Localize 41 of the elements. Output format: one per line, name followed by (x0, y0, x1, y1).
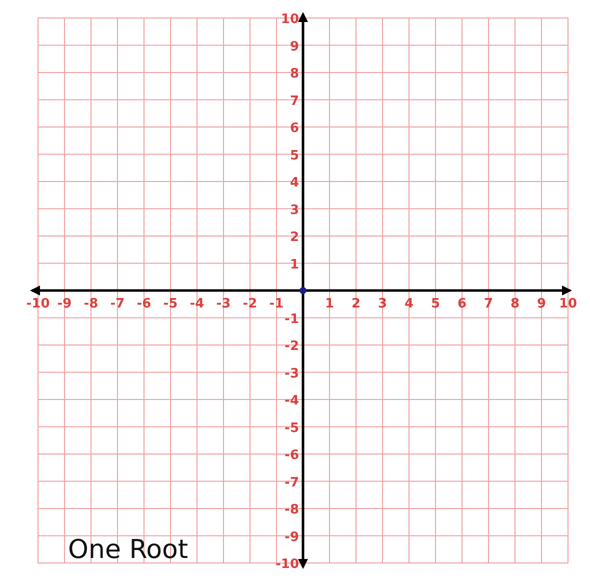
x-tick-label: 6 (457, 296, 467, 312)
y-tick-label: -6 (284, 448, 299, 463)
x-tick-label: 2 (351, 296, 361, 312)
y-tick-label: -2 (284, 339, 299, 354)
x-tick-label: -9 (57, 296, 72, 312)
annotation: One Root (68, 535, 188, 565)
y-tick-label: -9 (284, 530, 299, 545)
x-tick-label: 5 (430, 296, 440, 312)
y-tick-label: 10 (280, 12, 299, 27)
y-tick-label: 7 (290, 94, 299, 109)
x-tick-label: 9 (536, 296, 546, 312)
x-tick-label: -6 (136, 296, 152, 312)
x-tick-label: -5 (163, 296, 178, 312)
y-tick-label: 6 (290, 121, 299, 136)
x-tick-label: -4 (190, 296, 204, 312)
x-tick-label: 8 (510, 296, 520, 312)
y-tick-label: 4 (290, 176, 299, 190)
x-tick-label: 1 (324, 296, 334, 312)
y-tick-label: -4 (284, 394, 299, 408)
x-tick-label: -10 (26, 296, 50, 312)
x-tick-label: -8 (84, 296, 98, 312)
y-tick-label: -10 (276, 557, 299, 572)
x-tick-label: 7 (484, 296, 494, 312)
x-tick-label: 10 (558, 296, 578, 312)
y-tick-label: 2 (290, 230, 299, 245)
y-tick-label: 3 (290, 202, 299, 218)
x-tick-label: 4 (404, 296, 414, 312)
x-tick-label: -2 (242, 296, 258, 312)
x-tick-label: 3 (378, 296, 388, 312)
y-tick-label: 1 (290, 257, 299, 272)
x-tick-label: -3 (216, 296, 231, 312)
y-tick-label: -5 (284, 420, 299, 436)
y-tick-label: -3 (284, 366, 299, 382)
y-tick-label: 9 (290, 39, 299, 54)
y-tick-label: -7 (284, 475, 299, 490)
y-tick-label: -8 (284, 502, 299, 518)
y-tick-label: 8 (290, 66, 299, 82)
y-tick-label: 5 (290, 148, 299, 164)
y-tick-label: -1 (284, 312, 299, 327)
x-tick-label: -7 (110, 296, 125, 312)
x-tick-label: -1 (269, 296, 284, 312)
